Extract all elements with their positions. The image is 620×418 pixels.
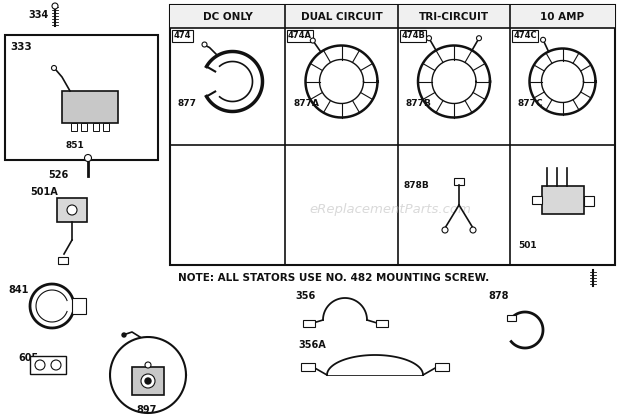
Bar bbox=[62, 91, 118, 123]
Bar bbox=[376, 320, 388, 327]
Bar bbox=[170, 5, 615, 28]
Text: 841: 841 bbox=[8, 285, 29, 295]
Text: DUAL CIRCUIT: DUAL CIRCUIT bbox=[301, 12, 383, 21]
Circle shape bbox=[141, 374, 155, 388]
Bar bbox=[541, 186, 583, 214]
Circle shape bbox=[145, 362, 151, 368]
Circle shape bbox=[477, 36, 482, 41]
Text: 501A: 501A bbox=[30, 187, 58, 197]
Text: TRI-CIRCUIT: TRI-CIRCUIT bbox=[419, 12, 489, 21]
Text: NOTE: ALL STATORS USE NO. 482 MOUNTING SCREW.: NOTE: ALL STATORS USE NO. 482 MOUNTING S… bbox=[178, 273, 489, 283]
Text: 334: 334 bbox=[28, 10, 48, 20]
Text: 878: 878 bbox=[488, 291, 508, 301]
Circle shape bbox=[202, 42, 207, 47]
Bar bbox=[507, 316, 516, 321]
Text: 526: 526 bbox=[48, 170, 68, 180]
Bar bbox=[454, 178, 464, 185]
Bar bbox=[57, 198, 87, 222]
Text: 605: 605 bbox=[18, 353, 38, 363]
Text: 474B: 474B bbox=[401, 31, 425, 41]
Text: DC ONLY: DC ONLY bbox=[203, 12, 252, 21]
Bar bbox=[583, 196, 593, 206]
Bar bbox=[287, 30, 313, 42]
Text: 10 AMP: 10 AMP bbox=[541, 12, 585, 21]
Bar bbox=[303, 320, 315, 327]
Bar bbox=[132, 367, 164, 395]
Circle shape bbox=[541, 37, 546, 42]
Circle shape bbox=[427, 36, 432, 41]
Circle shape bbox=[84, 155, 92, 161]
Circle shape bbox=[470, 227, 476, 233]
Circle shape bbox=[145, 378, 151, 384]
Bar bbox=[72, 298, 86, 314]
Circle shape bbox=[311, 38, 316, 43]
Bar bbox=[81, 123, 87, 131]
Circle shape bbox=[442, 227, 448, 233]
Bar bbox=[531, 196, 541, 204]
Text: 878B: 878B bbox=[404, 181, 430, 189]
Bar bbox=[30, 356, 66, 374]
Text: 877C: 877C bbox=[518, 99, 544, 107]
Circle shape bbox=[35, 360, 45, 370]
Circle shape bbox=[122, 333, 126, 337]
Bar bbox=[58, 257, 68, 264]
Bar bbox=[512, 30, 538, 42]
Text: 877: 877 bbox=[178, 99, 197, 107]
Text: 877A: 877A bbox=[293, 99, 319, 107]
Circle shape bbox=[51, 66, 56, 71]
Text: 474: 474 bbox=[174, 31, 191, 41]
Bar bbox=[435, 363, 449, 371]
Text: 356: 356 bbox=[295, 291, 315, 301]
Text: 474C: 474C bbox=[513, 31, 537, 41]
Bar bbox=[172, 30, 193, 42]
Text: 356A: 356A bbox=[298, 340, 326, 350]
Text: 501: 501 bbox=[518, 240, 537, 250]
Text: 851: 851 bbox=[65, 140, 84, 150]
Bar bbox=[400, 30, 426, 42]
Bar bbox=[170, 5, 615, 265]
Text: eReplacementParts.com: eReplacementParts.com bbox=[309, 204, 471, 217]
Bar bbox=[301, 363, 315, 371]
Bar bbox=[103, 123, 109, 131]
Text: 877B: 877B bbox=[406, 99, 432, 107]
Circle shape bbox=[67, 205, 77, 215]
Bar bbox=[5, 35, 158, 160]
Bar bbox=[93, 123, 99, 131]
Text: 897: 897 bbox=[136, 405, 156, 415]
Text: 474A: 474A bbox=[288, 31, 312, 41]
Bar bbox=[71, 123, 77, 131]
Text: 333: 333 bbox=[10, 42, 32, 52]
Circle shape bbox=[51, 360, 61, 370]
Circle shape bbox=[52, 3, 58, 9]
